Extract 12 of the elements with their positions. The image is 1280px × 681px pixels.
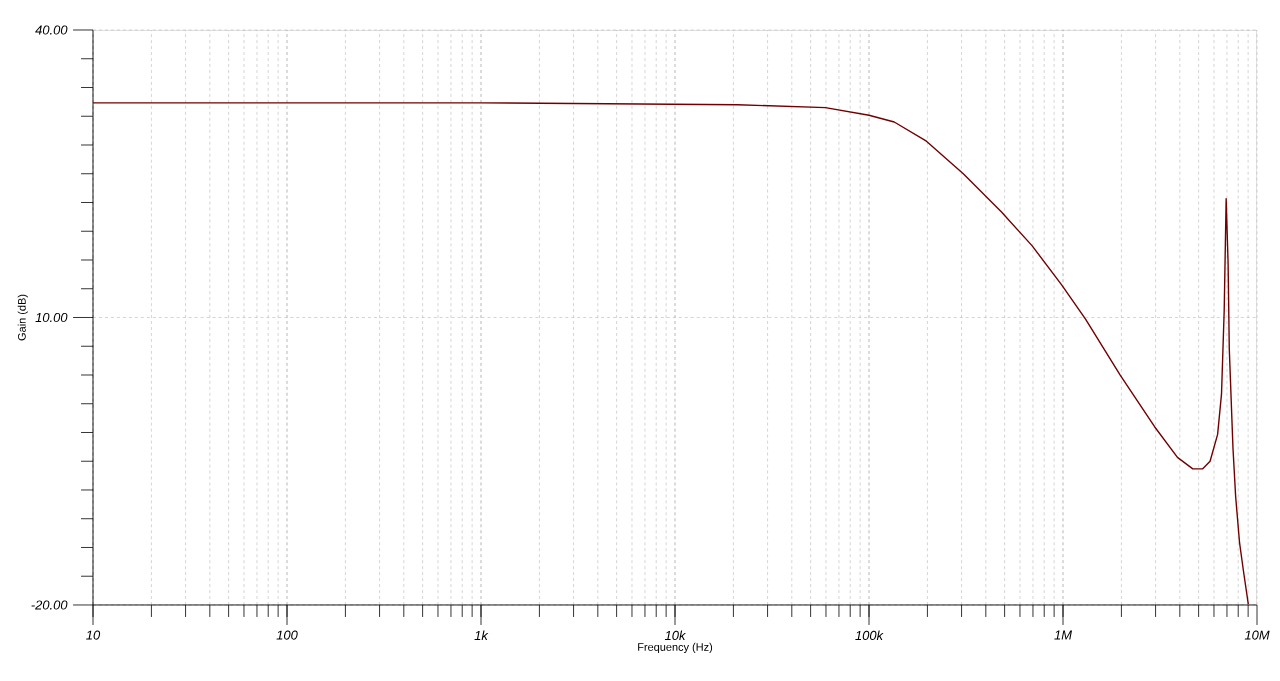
y-tick-label: 10.00 [35,312,68,323]
x-tick-label: 10 [86,630,101,640]
x-tick-label: 1k [474,630,489,640]
y-tick-label: -20.00 [31,600,68,610]
y-axis-title: Gain (dB) [17,294,28,341]
y-tick-label: 40.00 [35,25,68,35]
x-tick-label: 100 [276,630,298,640]
x-tick-label: 10M [1244,630,1270,640]
x-tick-label: 100k [855,630,884,641]
x-tick-label: 10k [664,630,686,641]
x-axis-title: Frequency (Hz) [638,642,713,654]
x-tick-label: 1M [1054,630,1073,640]
